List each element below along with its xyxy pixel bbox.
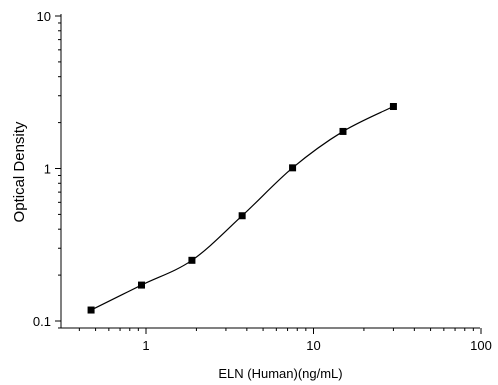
- y-axis-title: Optical Density: [11, 121, 28, 222]
- data-point-marker: [188, 256, 196, 264]
- data-points: [87, 103, 397, 314]
- axes: [60, 14, 480, 329]
- x-tick-label: 1: [142, 338, 149, 353]
- x-tick-label: 100: [470, 338, 492, 353]
- y-tick-label: 0.1: [33, 314, 51, 329]
- y-tick-label: 1: [44, 162, 51, 177]
- x-axis-title: ELN (Human)(ng/mL): [218, 366, 342, 381]
- data-point-marker: [87, 306, 95, 314]
- data-point-marker: [137, 281, 145, 289]
- data-point-marker: [339, 127, 347, 135]
- ticks: 1 10 100 0.1 1 10: [33, 9, 492, 353]
- x-tick-label: 10: [306, 338, 320, 353]
- y-tick-label: 10: [37, 9, 51, 24]
- data-point-marker: [238, 212, 246, 220]
- data-point-marker: [289, 164, 297, 172]
- fit-curve: [90, 105, 394, 311]
- data-point-marker: [389, 103, 397, 111]
